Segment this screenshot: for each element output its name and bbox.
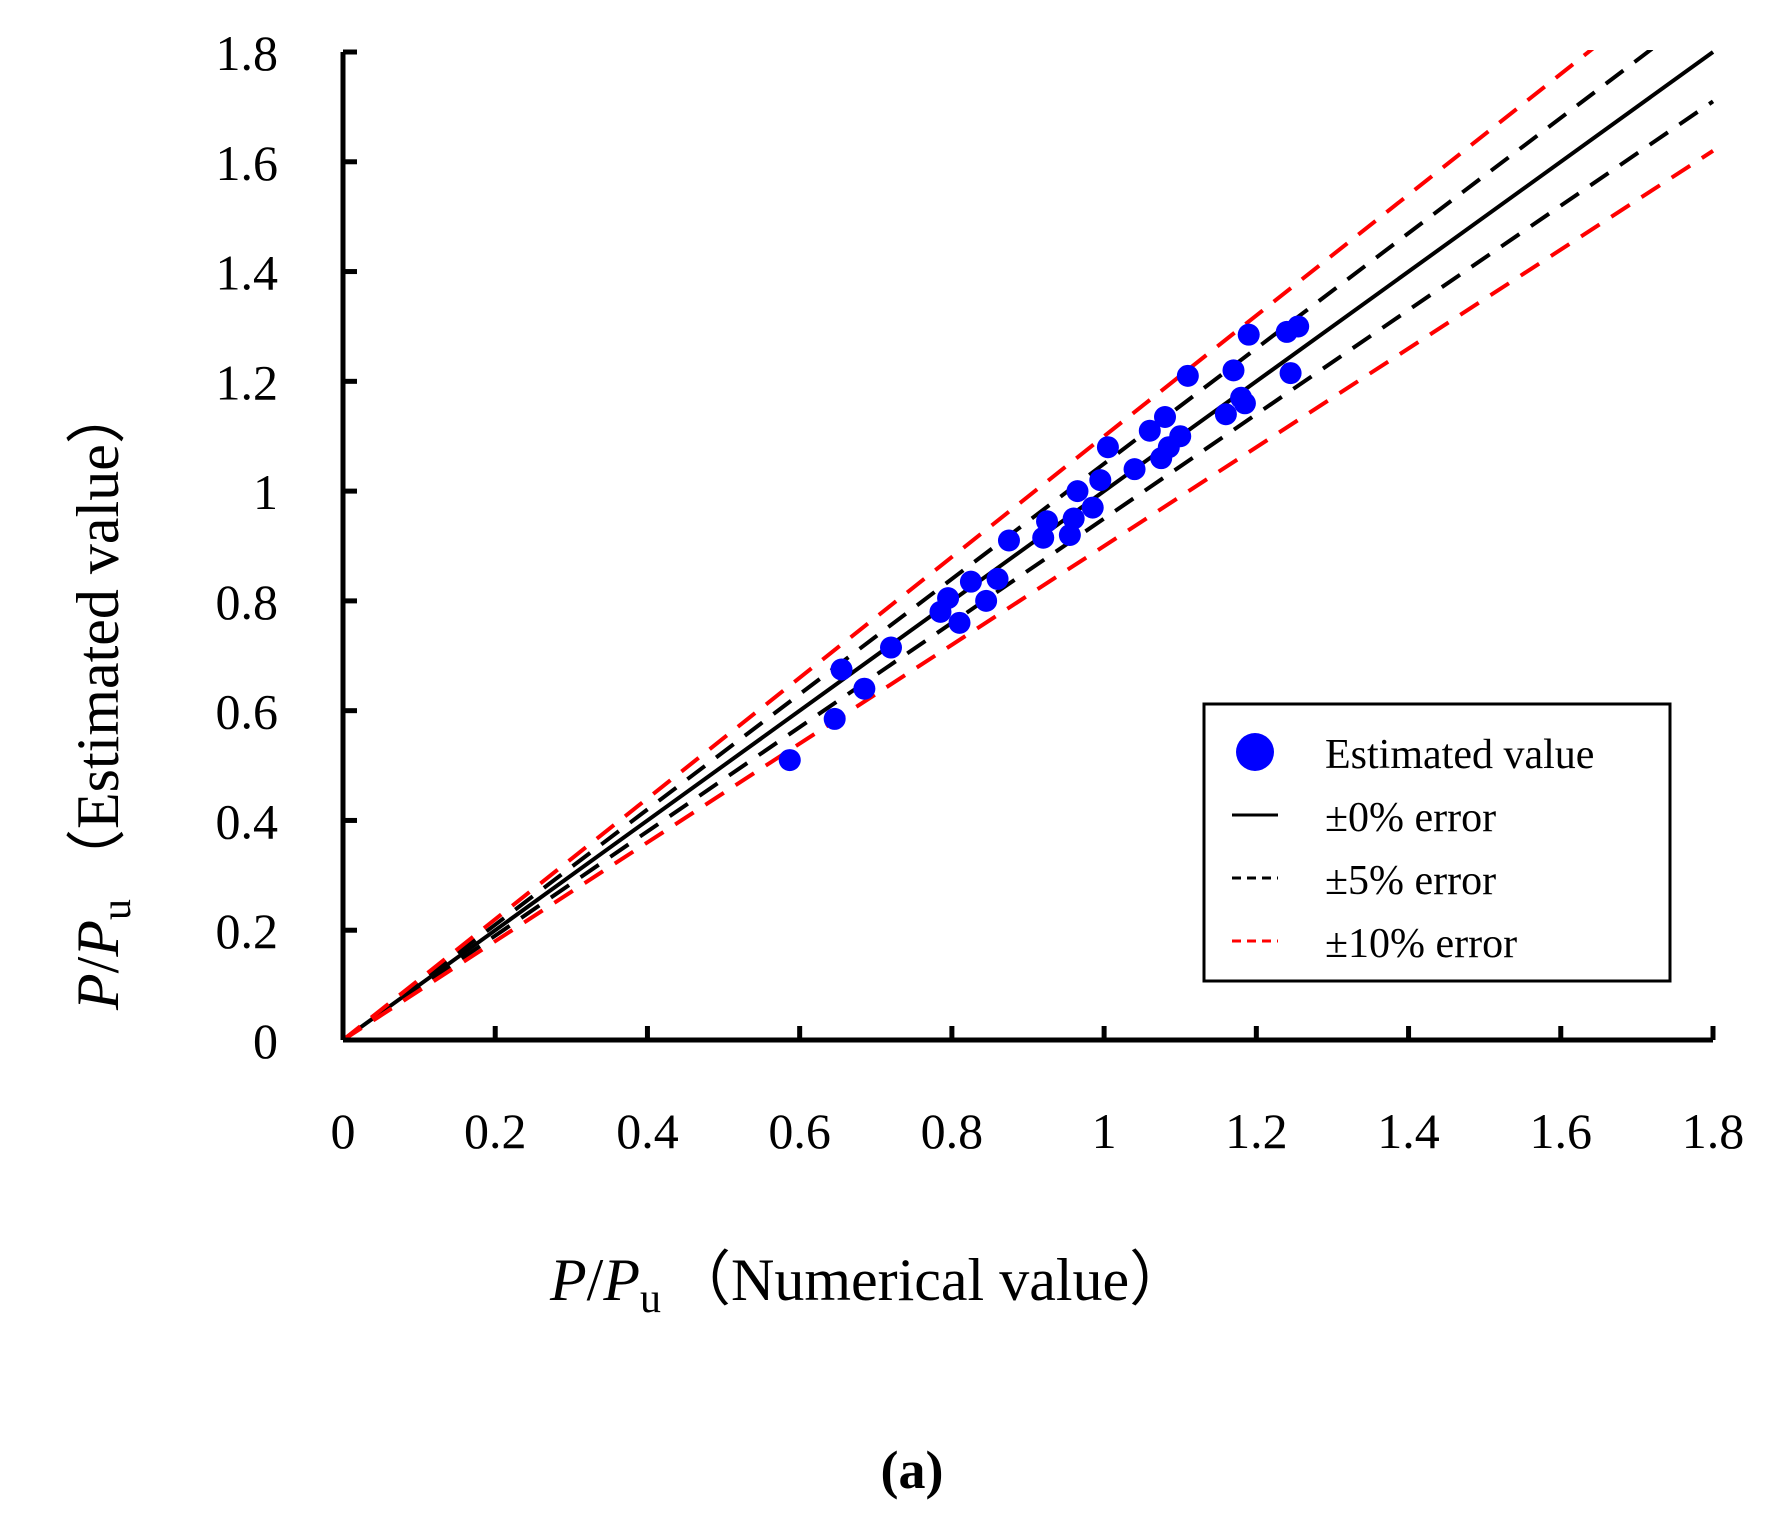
legend-label-10pct: ±10% error xyxy=(1325,921,1517,967)
data-point-8 xyxy=(959,570,982,593)
legend-marker-estimated xyxy=(1236,733,1274,771)
data-point-19 xyxy=(1096,436,1119,459)
y-tick-label-2: 0.4 xyxy=(216,793,279,849)
x-tick-label-0: 0 xyxy=(331,1103,356,1159)
x-tick-label-1: 0.2 xyxy=(464,1103,527,1159)
data-point-16 xyxy=(1066,480,1089,503)
x-tick-label-8: 1.6 xyxy=(1530,1103,1593,1159)
data-point-25 xyxy=(1169,425,1192,448)
y-tick-label-4: 0.8 xyxy=(216,574,279,630)
x-tick-label-3: 0.6 xyxy=(768,1103,831,1159)
data-point-18 xyxy=(1089,469,1112,492)
x-tick-label-2: 0.4 xyxy=(616,1103,679,1159)
data-point-14 xyxy=(1058,524,1081,547)
data-point-20 xyxy=(1123,458,1146,481)
data-point-21 xyxy=(1138,419,1161,442)
series-line-1-0 xyxy=(343,50,1715,1040)
data-point-33 xyxy=(1279,362,1302,385)
x-axis-title: P/Pu （Numerical value） xyxy=(549,1247,1189,1322)
axes xyxy=(340,49,1716,1043)
legend-frame xyxy=(1202,702,1672,983)
series-line-3-1 xyxy=(343,149,1715,1040)
data-point-7 xyxy=(948,611,971,634)
data-point-3 xyxy=(853,677,876,700)
data-point-12 xyxy=(1032,526,1055,549)
data-point-23 xyxy=(1154,406,1176,429)
data-point-30 xyxy=(1233,392,1256,415)
data-point-4 xyxy=(880,636,902,659)
data-point-10 xyxy=(986,567,1009,590)
y-tick-label-9: 1.8 xyxy=(216,25,279,81)
tick-labels: 0 0.2 0.4 0.6 0.8 1 1.2 1.4 1.6 1.8 0 0.2 0.4 0.6 0.8 1… xyxy=(216,25,1745,1159)
y-tick-label-8: 1.6 xyxy=(216,135,279,191)
y-axis-title: P/Pu（Estimated value） xyxy=(65,384,140,1011)
data-point-0 xyxy=(778,749,801,772)
data-point-28 xyxy=(1222,359,1245,382)
series-line-3-0 xyxy=(343,50,1595,1040)
data-point-1 xyxy=(823,707,846,730)
data-point-9 xyxy=(975,589,998,612)
y-tick-label-3: 0.6 xyxy=(216,684,279,740)
x-tick-label-7: 1.4 xyxy=(1377,1103,1440,1159)
legend-label-0pct: ±0% error xyxy=(1325,795,1496,841)
data-point-31 xyxy=(1237,323,1260,346)
data-point-27 xyxy=(1214,403,1237,426)
plot-area xyxy=(343,50,1715,1040)
y-tick-label-6: 1.2 xyxy=(216,354,279,410)
data-point-2 xyxy=(830,658,853,681)
legend-label-5pct: ±5% error xyxy=(1325,858,1496,904)
series-line-2-1 xyxy=(343,99,1715,1040)
x-tick-label-6: 1.2 xyxy=(1225,1103,1288,1159)
x-tick-label-9: 1.8 xyxy=(1682,1103,1745,1159)
y-tick-label-0: 0 xyxy=(253,1013,278,1069)
y-tick-label-1: 0.2 xyxy=(216,903,279,959)
x-tick-label-4: 0.8 xyxy=(921,1103,984,1159)
data-point-13 xyxy=(1036,510,1059,533)
legend-label-estimated: Estimated value xyxy=(1325,732,1594,778)
data-point-6 xyxy=(937,587,960,610)
data-point-11 xyxy=(997,529,1020,552)
y-tick-label-5: 1 xyxy=(253,464,278,520)
legend: Estimated value ±0% error ±5% error ±10%… xyxy=(1202,702,1672,983)
data-point-15 xyxy=(1062,507,1085,530)
y-tick-label-7: 1.4 xyxy=(216,245,279,301)
figure-caption: (a) xyxy=(881,1440,944,1500)
x-tick-label-5: 1 xyxy=(1092,1103,1117,1159)
data-point-17 xyxy=(1081,496,1104,519)
data-point-34 xyxy=(1287,315,1310,338)
data-point-26 xyxy=(1176,364,1199,387)
